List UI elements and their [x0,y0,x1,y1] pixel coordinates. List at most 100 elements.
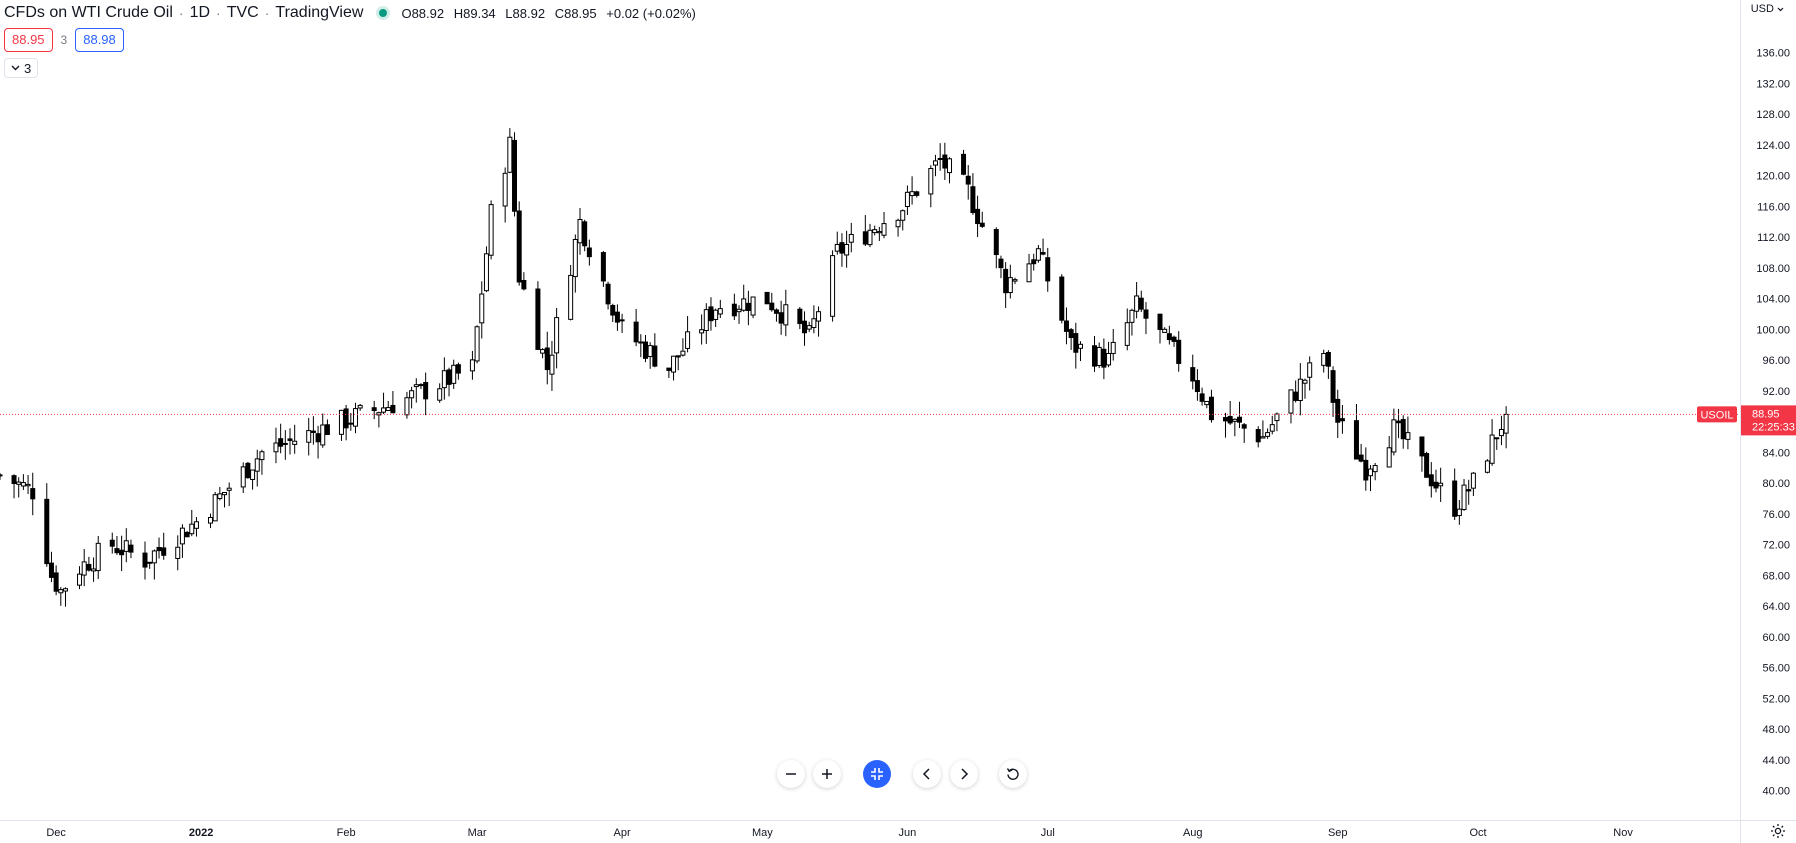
separator-dot: · [264,5,270,21]
candle-body [507,136,513,173]
candle-body [109,539,115,547]
candle [699,314,705,345]
chevron-right-icon [961,768,969,780]
candle [189,509,195,537]
candle [652,333,658,368]
candle-body [1143,309,1149,319]
candle [638,334,644,358]
candle [540,348,546,359]
candle [147,561,153,569]
candle-body [928,168,934,195]
candle [502,167,508,223]
interval-label[interactable]: 1D [189,4,211,21]
candle-body [605,283,611,305]
candle-body [778,312,784,324]
candle [1396,408,1402,439]
candle-body [1124,322,1130,346]
candle-body [764,291,770,305]
indicators-toggle-button[interactable]: 3 [4,58,39,78]
candle-body [217,493,223,500]
candle [128,539,134,559]
scroll-right-button[interactable] [950,760,978,788]
candle [937,143,943,171]
candle-body [48,562,54,578]
candle [423,372,429,416]
candle [1106,341,1112,368]
candle-body [881,223,887,236]
candle-body [572,238,578,278]
reset-chart-button[interactable] [999,760,1027,788]
candle [212,491,218,522]
x-tick-label: Dec [46,827,66,839]
candle [1335,389,1341,439]
candle [834,231,840,255]
candle [310,416,316,445]
candle-body [474,326,480,362]
candle [30,472,36,516]
candle [58,587,64,606]
candle-body [20,482,26,487]
candle-body [512,139,518,212]
reset-scale-button[interactable] [863,760,891,788]
candle-body [993,229,999,256]
candle [582,219,588,252]
candle-body [315,433,321,443]
candle-body [1321,353,1327,366]
candle-body [1293,391,1299,401]
candle [1143,302,1149,335]
candle-body [376,412,382,416]
candle [577,207,583,255]
candle [1372,462,1378,481]
candle-body [282,442,288,445]
candle-body [1241,424,1247,429]
symbol-tag-label: USOIL [1700,409,1733,421]
candle [741,284,747,312]
candle [802,311,808,346]
y-tick-label: 72.00 [1762,540,1790,552]
candle [254,449,260,487]
candle [1162,327,1168,333]
candle [647,342,653,369]
sell-price-button[interactable]: 88.95 [4,28,53,52]
plus-icon [822,769,832,779]
candle [474,325,480,364]
candle-body [909,191,915,197]
candle-body [1194,380,1200,393]
candle-body [1400,419,1406,440]
scroll-left-button[interactable] [913,760,941,788]
symbol-name[interactable]: CFDs on WTI Crude Oil [4,4,173,21]
market-status-icon[interactable] [379,9,388,17]
candle [881,211,887,239]
candle [250,469,256,490]
candle [404,391,410,419]
candle-body [381,407,387,413]
candle-body [895,219,901,228]
candle [0,472,3,480]
candle-body [1335,398,1341,423]
candle-body [904,191,910,208]
candle [1470,472,1476,497]
candle [600,251,606,287]
gear-icon[interactable] [1770,823,1786,839]
candle-body [516,210,522,283]
currency-selector[interactable]: USD [1751,3,1784,15]
candle [521,272,527,291]
zoom-in-button[interactable] [813,760,841,788]
candle [1321,349,1327,373]
candle-body [409,390,415,399]
candle [685,316,691,353]
candle-body [1358,454,1364,462]
y-tick-label: 40.00 [1762,786,1790,798]
low-value: 88.92 [512,5,546,21]
candle-body [900,210,906,221]
candle [1101,338,1107,380]
candle [48,551,54,583]
zoom-out-button[interactable] [777,760,805,788]
candle [62,587,68,607]
candle [1391,408,1397,456]
quote-boxes: 88.95 3 88.98 [4,28,124,52]
buy-price-button[interactable]: 88.98 [75,28,124,52]
candle-body [91,568,97,572]
candle [675,355,681,371]
